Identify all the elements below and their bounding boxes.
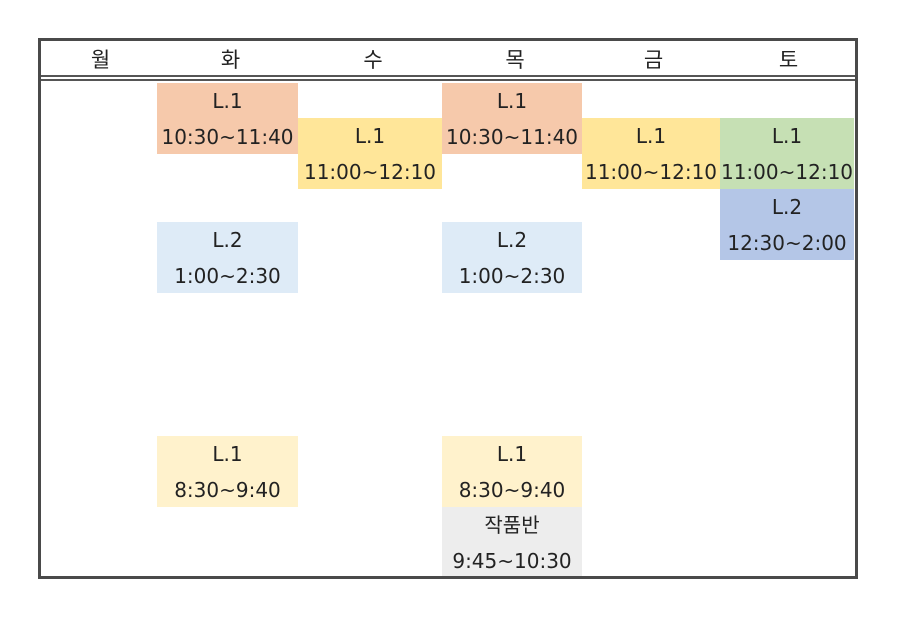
class-time: 11:00~12:10 — [584, 159, 718, 184]
day-header-wed: 수 — [363, 48, 383, 72]
class-block: L.1 10:30~11:40 — [442, 83, 582, 154]
class-block: 작품반 9:45~10:30 — [442, 507, 582, 576]
header-divider-top — [41, 75, 855, 77]
class-block: L.1 10:30~11:40 — [157, 83, 298, 154]
day-header-tue: 화 — [220, 48, 241, 72]
class-time: 1:00~2:30 — [458, 263, 566, 288]
class-block: L.1 11:00~12:10 — [582, 118, 720, 189]
class-title: L.1 — [354, 124, 386, 148]
class-time: 11:00~12:10 — [720, 159, 854, 184]
class-block: L.2 1:00~2:30 — [442, 222, 582, 293]
day-header-row: 월 화 수 목 금 토 — [41, 41, 855, 77]
class-title: 작품반 — [484, 513, 540, 537]
day-header-fri: 금 — [643, 48, 664, 72]
class-time: 10:30~11:40 — [161, 124, 294, 149]
class-title: L.1 — [635, 124, 667, 148]
day-header-mon: 월 — [90, 48, 111, 72]
class-title: L.2 — [496, 228, 528, 252]
timetable: 월 화 수 목 금 토 L.1 10:30~11:40 L.2 1:00~2:3… — [38, 38, 858, 579]
class-block: L.1 11:00~12:10 — [720, 118, 854, 189]
class-title: L.1 — [212, 89, 243, 113]
day-header-sat: 토 — [778, 48, 799, 72]
header-divider-bottom — [41, 79, 855, 81]
class-title: L.1 — [496, 89, 528, 113]
class-title: L.1 — [771, 124, 803, 148]
class-block: L.1 8:30~9:40 — [157, 436, 298, 507]
class-block: L.1 11:00~12:10 — [298, 118, 442, 189]
class-title: L.1 — [496, 442, 528, 466]
class-title: L.2 — [771, 195, 803, 219]
class-time: 8:30~9:40 — [458, 477, 566, 502]
class-title: L.1 — [212, 442, 243, 466]
day-header-thu: 목 — [505, 48, 525, 72]
class-time: 8:30~9:40 — [174, 477, 281, 502]
class-block: L.2 1:00~2:30 — [157, 222, 298, 293]
class-time: 12:30~2:00 — [727, 230, 847, 255]
class-block: L.1 8:30~9:40 — [442, 436, 582, 507]
class-time: 1:00~2:30 — [174, 263, 281, 288]
class-time: 9:45~10:30 — [452, 548, 572, 573]
class-block: L.2 12:30~2:00 — [720, 189, 854, 260]
class-time: 10:30~11:40 — [445, 124, 579, 149]
class-time: 11:00~12:10 — [303, 159, 437, 184]
class-title: L.2 — [212, 228, 243, 252]
